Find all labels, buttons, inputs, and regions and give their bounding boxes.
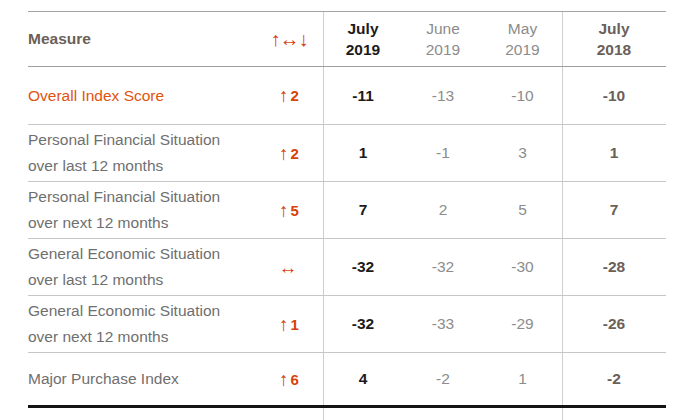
table-row-economic-next-12: General Economic Situation over next 12 … [28,296,666,353]
value-june-2019: -13 [403,87,483,105]
up-arrow-icon: ↑ [279,201,289,220]
trend-arrows-icon: ↑↔↓ [255,28,323,51]
table-row-economic-last-12: General Economic Situation over last 12 … [28,239,666,296]
value-july-2019: -11 [323,87,403,105]
value-june-2019: -32 [403,258,483,276]
column-header-june-2019: June 2019 [426,18,460,60]
measure-label: General Economic Situation over last 12 … [28,241,220,293]
left-right-arrow-icon: ↔ [279,258,298,277]
value-may-2019: -30 [483,258,562,276]
consumer-index-table: Measure ↑↔↓ July 2019 June 2019 May 2019… [28,11,666,420]
trend-cell: ↑1 [255,315,323,334]
table-row-personal-next-12: Personal Financial Situation over next 1… [28,182,666,239]
consumer-index-table-screen: Measure ↑↔↓ July 2019 June 2019 May 2019… [0,11,700,420]
column-header-july-2019: July 2019 [346,18,380,60]
trend-change-value: 1 [291,316,299,333]
value-july-2018: 1 [562,144,666,162]
trend-change-value: 5 [291,202,299,219]
measure-label: Personal Financial Situation over next 1… [28,184,220,236]
value-may-2019: 3 [483,144,562,162]
trend-change-value: 6 [291,371,299,388]
table-row-major-purchase: Major Purchase Index ↑6 4 -2 1 -2 [28,353,666,408]
value-may-2019: 1 [483,370,562,388]
up-arrow-icon: ↑ [279,144,289,163]
up-arrow-icon: ↑ [279,315,289,334]
table-continuation-stub [28,408,666,420]
measure-label: Overall Index Score [28,83,164,109]
value-july-2019: -32 [323,258,403,276]
value-july-2018: -10 [562,87,666,105]
value-june-2019: -2 [403,370,483,388]
value-july-2018: -26 [562,315,666,333]
value-june-2019: -33 [403,315,483,333]
value-july-2019: 4 [323,370,403,388]
table-row-personal-last-12: Personal Financial Situation over last 1… [28,125,666,182]
trend-cell: ↑5 [255,201,323,220]
measure-label: General Economic Situation over next 12 … [28,298,220,350]
trend-cell: ↑2 [255,144,323,163]
measure-label: Major Purchase Index [28,366,179,392]
value-june-2019: 2 [403,201,483,219]
trend-change-value: 2 [291,87,299,104]
trend-cell: ↑6 [255,370,323,389]
value-july-2019: 1 [323,144,403,162]
measure-column-header: Measure [28,30,255,48]
value-may-2019: 5 [483,201,562,219]
table-header-row: Measure ↑↔↓ July 2019 June 2019 May 2019… [28,12,666,67]
value-july-2018: -2 [562,370,666,388]
up-arrow-icon: ↑ [279,370,289,389]
measure-label: Personal Financial Situation over last 1… [28,127,220,179]
value-july-2019: 7 [323,201,403,219]
table-row-overall-index: Overall Index Score ↑2 -11 -13 -10 -10 [28,67,666,125]
trend-change-value: 2 [291,145,299,162]
column-header-may-2019: May 2019 [505,18,539,60]
value-may-2019: -29 [483,315,562,333]
value-may-2019: -10 [483,87,562,105]
value-july-2018: 7 [562,201,666,219]
trend-cell: ↑2 [255,86,323,105]
up-arrow-icon: ↑ [279,86,289,105]
column-header-july-2018: July 2018 [597,18,631,60]
trend-cell: ↔ [255,258,323,277]
value-july-2019: -32 [323,315,403,333]
value-june-2019: -1 [403,144,483,162]
value-july-2018: -28 [562,258,666,276]
